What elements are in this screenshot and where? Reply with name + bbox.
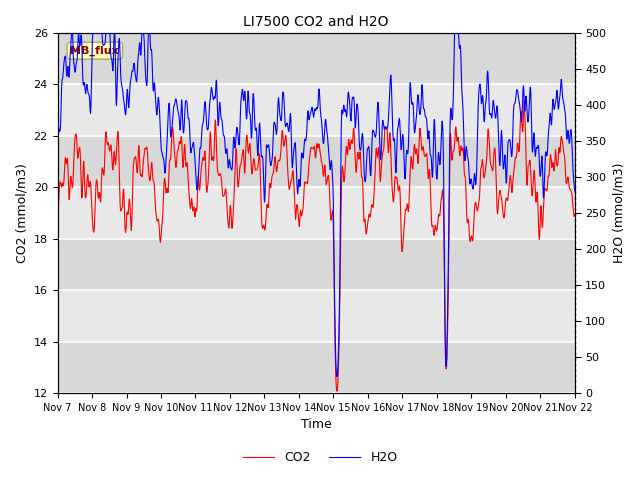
H2O	[571, 189, 579, 195]
CO2	[169, 125, 177, 131]
CO2	[520, 98, 528, 104]
CO2	[54, 220, 61, 226]
H2O	[397, 143, 404, 149]
Bar	[58, 187, 575, 239]
H2O	[68, 30, 76, 36]
Text: MB_flux: MB_flux	[70, 46, 119, 56]
H2O	[227, 165, 235, 171]
H2O	[510, 101, 518, 107]
Bar	[58, 136, 575, 187]
CO2	[571, 211, 579, 217]
H2O	[157, 129, 164, 134]
Bar	[58, 290, 575, 342]
CO2	[333, 388, 340, 394]
CO2	[464, 216, 472, 222]
H2O	[333, 374, 340, 380]
Title: LI7500 CO2 and H2O: LI7500 CO2 and H2O	[243, 15, 389, 29]
H2O	[465, 159, 472, 165]
Line: H2O: H2O	[58, 33, 575, 377]
CO2	[510, 170, 518, 176]
Legend: CO2, H2O: CO2, H2O	[237, 446, 403, 469]
CO2	[227, 202, 234, 208]
Bar	[58, 33, 575, 84]
H2O	[169, 112, 177, 118]
H2O	[54, 117, 61, 122]
CO2	[397, 204, 404, 210]
Bar	[58, 342, 575, 393]
Bar	[58, 239, 575, 290]
Bar	[58, 84, 575, 136]
Y-axis label: CO2 (mmol/m3): CO2 (mmol/m3)	[15, 163, 28, 263]
CO2	[156, 237, 164, 243]
X-axis label: Time: Time	[301, 419, 332, 432]
Line: CO2: CO2	[58, 101, 575, 391]
Y-axis label: H2O (mmol/m3): H2O (mmol/m3)	[612, 163, 625, 264]
